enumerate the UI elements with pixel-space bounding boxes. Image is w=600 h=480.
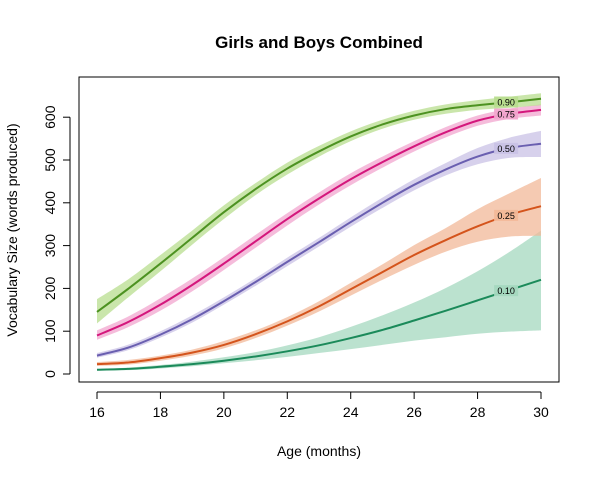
band-0.50 [97,130,541,358]
percentile-curves [96,97,542,371]
x-axis-label: Age (months) [277,443,361,459]
y-tick-label: 300 [42,234,58,258]
x-tick-label: 22 [279,404,295,420]
curve-label-bg-0.10 [494,285,519,297]
x-tick-label: 18 [153,404,169,420]
curve-label-bg-0.50 [494,142,519,154]
y-axis-label: Vocabulary Size (words produced) [4,123,20,336]
confidence-bands [97,93,541,371]
curve-0.50 [96,142,542,357]
y-tick-label: 100 [42,319,58,343]
curve-label-bg-0.25 [494,209,519,221]
curve-label-0.25: 0.25 [497,211,515,221]
curve-0.75 [96,108,542,337]
y-tick-label: 0 [42,370,58,378]
curve-0.25 [96,205,542,366]
curve-label-0.75: 0.75 [497,110,515,120]
plot-frame [78,76,560,383]
curve-label-0.90: 0.90 [497,98,515,108]
x-tick-label: 24 [343,404,359,420]
x-tick-label: 28 [470,404,486,420]
x-tick-label: 26 [406,404,422,420]
y-tick-label: 400 [42,191,58,215]
y-tick-label: 600 [42,105,58,129]
chart-title: Girls and Boys Combined [215,33,423,52]
x-tick-label: 16 [89,404,105,420]
x-axis: 16 18 20 22 24 26 28 30 [89,391,549,420]
y-axis: 0 100 200 300 400 500 600 [42,105,71,378]
y-tick-label: 500 [42,148,58,172]
band-0.10 [97,230,541,371]
x-tick-label: 20 [216,404,232,420]
curve-labels: 0.90 0.75 0.50 0.25 0.10 [494,96,519,297]
y-tick-label: 200 [42,277,58,301]
curve-label-bg-0.90 [494,96,519,108]
curve-0.10 [96,278,542,371]
curve-0.90 [96,97,542,313]
curve-label-0.10: 0.10 [497,286,515,296]
curve-label-0.50: 0.50 [497,144,515,154]
curve-label-bg-0.75 [494,108,519,120]
x-tick-label: 30 [533,404,549,420]
